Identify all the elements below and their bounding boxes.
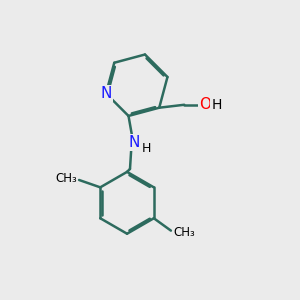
Text: CH₃: CH₃ [55,172,77,185]
Text: CH₃: CH₃ [174,226,196,238]
Text: H: H [142,142,151,155]
Text: N: N [100,86,112,101]
Text: N: N [129,135,140,150]
Text: H: H [212,98,222,112]
Text: O: O [199,97,211,112]
